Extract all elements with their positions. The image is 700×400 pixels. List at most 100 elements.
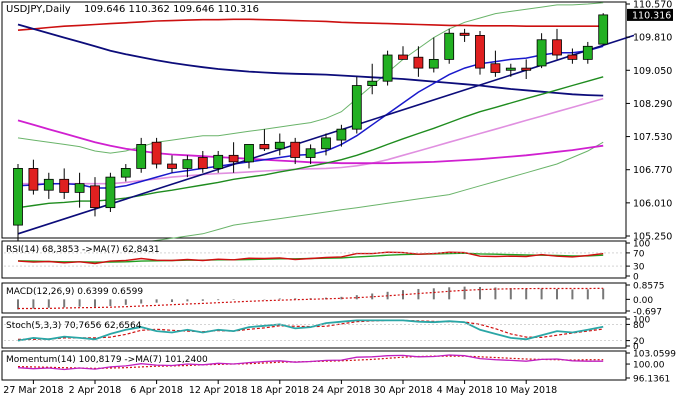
candle — [244, 144, 254, 169]
candle-body — [382, 54, 393, 82]
candle-body — [105, 176, 116, 209]
bollinger-upper-line — [17, 2, 604, 154]
candle — [582, 41, 593, 64]
stoch-label: Stoch(5,3,3) 70,7656 62,6564 — [6, 321, 142, 331]
price-tick-label: 106.770 — [633, 165, 672, 176]
pink-ma-line — [18, 97, 604, 185]
candle-body — [552, 39, 562, 56]
candle — [490, 50, 501, 77]
candle — [536, 33, 547, 69]
momentum-tick-label: 100.00 — [633, 361, 665, 371]
candle-body — [197, 157, 208, 169]
candle-body — [259, 144, 270, 150]
candle — [398, 46, 408, 60]
macd-tick-label: 0.00 — [633, 296, 653, 306]
stoch-tick-label: 80 — [633, 321, 645, 331]
x-tick-label: 27 Mar 2018 — [3, 385, 63, 396]
candle-body — [182, 159, 193, 169]
candle-body — [490, 63, 501, 73]
momentum-line — [17, 354, 604, 371]
candle — [290, 137, 301, 165]
macd-panel — [1, 282, 627, 314]
candle-body — [321, 137, 331, 150]
candle — [475, 31, 485, 75]
price-tick-label: 106.010 — [633, 198, 672, 209]
candle-body — [582, 45, 593, 60]
candle-body — [228, 154, 239, 163]
stoch-k-line — [17, 319, 604, 342]
candle — [43, 172, 54, 199]
stoch-tick-label: 0 — [633, 343, 639, 353]
candle-body — [567, 54, 578, 60]
candle — [197, 150, 208, 173]
candle-body — [444, 32, 455, 60]
candle-body — [28, 168, 39, 191]
candle — [567, 48, 578, 64]
candle-body — [398, 54, 408, 60]
x-tick-label: 4 May 2018 — [437, 385, 493, 396]
candle-body — [336, 128, 347, 141]
candle-body — [59, 178, 70, 193]
candle — [459, 28, 470, 42]
candle — [151, 137, 162, 169]
macd-tick-label: -0.697 — [633, 308, 662, 318]
red-ma-line — [17, 18, 604, 31]
candle — [305, 144, 316, 165]
stoch-panel — [1, 316, 627, 349]
candle — [321, 133, 331, 156]
rsi-tick-label: 30 — [633, 263, 645, 273]
chart-title: USDJPY,Daily — [6, 4, 71, 15]
green-ma-line — [17, 76, 604, 209]
macd-tick-label: 0.8575 — [633, 282, 665, 292]
candle-body — [413, 56, 424, 69]
price-tick-label: 107.530 — [633, 132, 672, 143]
candle — [259, 129, 270, 151]
macd-signal-line — [18, 287, 604, 310]
candle — [382, 50, 393, 86]
x-tick-label: 6 Apr 2018 — [130, 385, 183, 396]
rsi-line — [17, 251, 604, 265]
candle — [351, 76, 362, 134]
candle-body — [90, 185, 100, 209]
momentum-label: Momentum(14) 100,8179 ->MA(7) 101,2400 — [6, 355, 208, 365]
price-tick-label: 105.250 — [633, 232, 672, 243]
candle-body — [475, 34, 485, 69]
candle — [428, 37, 439, 73]
candle-body — [536, 39, 547, 67]
candle — [336, 124, 347, 147]
stoch-tick-label: 20 — [633, 337, 645, 347]
candle-body — [74, 183, 85, 193]
candle — [552, 28, 562, 60]
candle — [182, 155, 193, 178]
candle — [274, 133, 285, 156]
candle — [13, 164, 23, 243]
x-tick-label: 10 May 2018 — [495, 385, 557, 396]
rsi-panel — [1, 240, 627, 279]
candle — [167, 155, 177, 173]
candle-body — [167, 163, 177, 169]
price-tick-label: 109.810 — [633, 33, 672, 44]
macd-label: MACD(12,26,9) 0.6399 0.6599 — [6, 287, 143, 297]
x-tick-label: 30 Apr 2018 — [374, 385, 433, 396]
price-tick-label: 110.570 — [633, 0, 672, 11]
candle — [505, 63, 516, 77]
candle — [105, 172, 116, 213]
x-tick-label: 2 Apr 2018 — [69, 385, 122, 396]
candle-body — [151, 141, 162, 165]
stoch-tick-label: 100 — [633, 316, 650, 326]
candle-body — [43, 178, 54, 191]
candle-body — [505, 67, 516, 71]
navy-ma-line — [17, 23, 604, 97]
candle — [598, 13, 609, 45]
candle — [28, 159, 39, 195]
candle — [120, 164, 131, 182]
candle-body — [120, 168, 131, 178]
candle — [59, 168, 70, 199]
candle — [74, 172, 85, 208]
candle-body — [351, 85, 362, 130]
rsi-tick-label: 0 — [633, 273, 639, 283]
candle-body — [598, 14, 609, 45]
momentum-panel — [1, 350, 627, 381]
candle-body — [459, 32, 470, 36]
